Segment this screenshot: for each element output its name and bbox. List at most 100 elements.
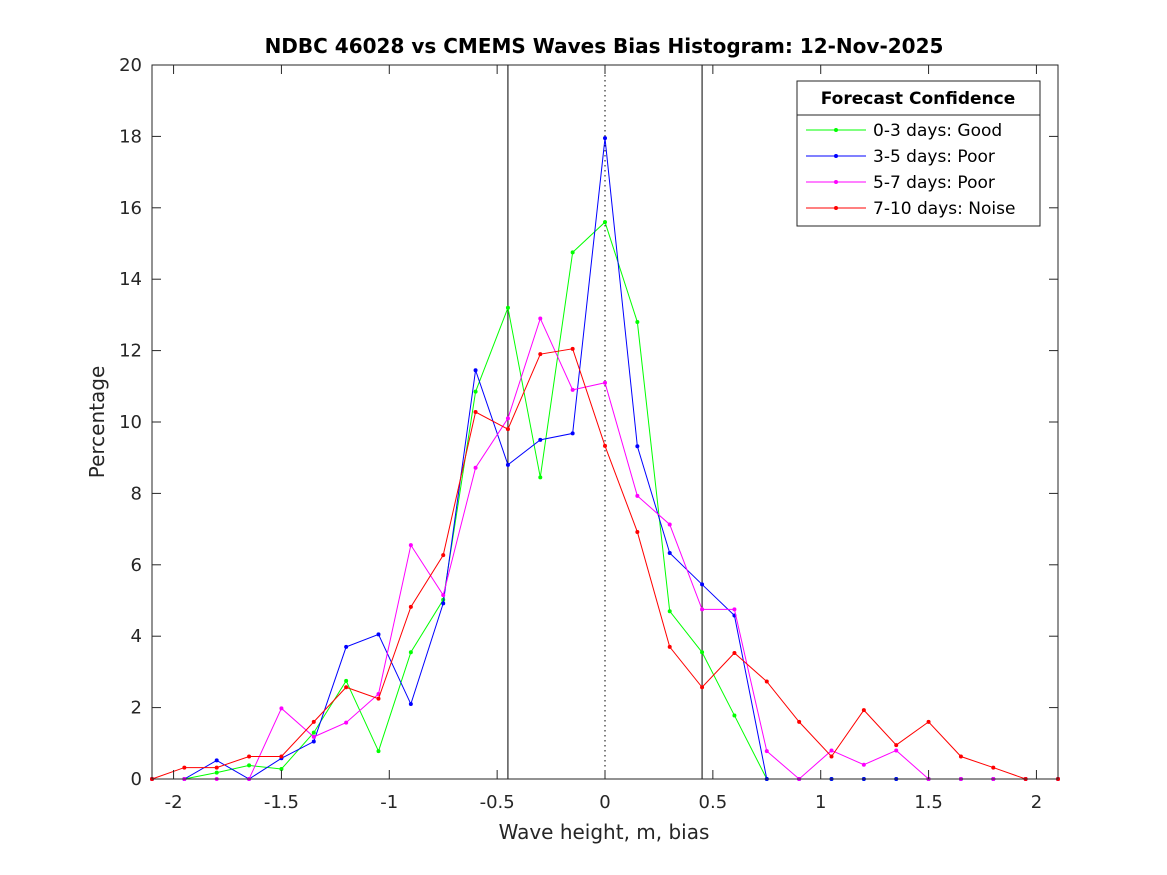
- legend-label: 3-5 days: Poor: [873, 147, 995, 167]
- data-point: [247, 763, 252, 768]
- legend: Forecast Confidence 0-3 days: Good 3-5 da…: [796, 80, 1041, 227]
- data-point: [505, 462, 510, 467]
- data-point: [441, 593, 446, 598]
- data-point: [441, 601, 446, 606]
- legend-entries: 0-3 days: Good 3-5 days: Poor 5-7 days: Po…: [806, 121, 1015, 219]
- data-point: [732, 713, 737, 718]
- data-point: [376, 632, 381, 637]
- y-tick-label: 12: [119, 341, 142, 362]
- data-point: [894, 748, 899, 753]
- y-tick-label: 2: [131, 698, 142, 719]
- data-point: [603, 443, 607, 448]
- data-point: [635, 529, 640, 534]
- y-tick-label: 0: [131, 769, 142, 790]
- y-tick-label: 20: [119, 55, 142, 76]
- x-tick-label: -1: [380, 792, 398, 813]
- data-point: [214, 770, 219, 775]
- data-point: [473, 368, 478, 373]
- data-point: [376, 749, 381, 754]
- data-point: [797, 719, 802, 724]
- data-point: [700, 685, 705, 690]
- x-tick-label: 1: [815, 792, 826, 813]
- legend-entry-0: 0-3 days: Good: [806, 121, 1002, 141]
- data-point: [505, 305, 510, 310]
- data-point: [732, 607, 737, 612]
- data-point: [861, 762, 866, 767]
- data-point: [214, 765, 219, 770]
- x-tick-label: -0.5: [480, 792, 515, 813]
- data-point: [732, 650, 737, 655]
- data-point: [570, 250, 575, 255]
- x-tick-label: 0: [599, 792, 610, 813]
- data-point: [441, 553, 446, 558]
- legend-entry-3: 7-10 days: Noise: [806, 199, 1015, 219]
- y-tick-label: 16: [119, 198, 142, 219]
- data-point: [344, 685, 349, 690]
- data-point: [667, 609, 672, 614]
- y-tick-label: 8: [131, 483, 142, 504]
- data-point: [344, 644, 349, 649]
- data-point: [926, 719, 931, 724]
- data-point: [473, 465, 478, 470]
- legend-label: 5-7 days: Poor: [873, 173, 995, 193]
- data-point: [311, 734, 316, 739]
- y-axis-label: Percentage: [85, 366, 109, 479]
- y-tick-label: 18: [119, 126, 142, 147]
- axis-ticks: [152, 64, 1058, 780]
- x-tick-label: 2: [1031, 792, 1042, 813]
- data-point: [635, 493, 640, 498]
- legend-title: Forecast Confidence: [821, 89, 1016, 109]
- data-point: [538, 475, 543, 480]
- data-point: [311, 739, 316, 744]
- series-3: [150, 346, 1060, 781]
- x-tick-label: -2: [165, 792, 183, 813]
- data-point: [829, 754, 834, 759]
- y-tick-label: 14: [119, 269, 142, 290]
- data-point: [958, 754, 963, 759]
- data-point: [603, 136, 607, 141]
- data-point: [764, 679, 769, 684]
- y-tick-label: 10: [119, 412, 142, 433]
- data-point: [570, 346, 575, 351]
- data-point: [700, 582, 705, 587]
- data-point: [667, 644, 672, 649]
- data-point: [538, 352, 543, 357]
- y-tick-label: 6: [131, 555, 142, 576]
- data-point: [279, 754, 284, 759]
- data-point: [538, 437, 543, 442]
- data-point: [505, 427, 510, 432]
- data-point: [376, 696, 381, 701]
- data-point: [408, 604, 413, 609]
- data-point: [182, 765, 187, 770]
- legend-entry-2: 5-7 days: Poor: [806, 173, 995, 193]
- data-point: [311, 730, 316, 735]
- data-point: [408, 650, 413, 655]
- data-point: [344, 720, 349, 725]
- legend-swatch-marker: [834, 206, 838, 210]
- data-point: [764, 749, 769, 754]
- legend-label: 7-10 days: Noise: [873, 199, 1015, 219]
- data-point: [603, 380, 607, 385]
- chart-title: NDBC 46028 vs CMEMS Waves Bias Histogram…: [265, 34, 944, 58]
- data-point: [279, 767, 284, 772]
- data-point: [700, 607, 705, 612]
- legend-box: [796, 80, 1041, 227]
- data-point: [538, 316, 543, 321]
- x-tick-label: -1.5: [264, 792, 299, 813]
- x-tick-label: 1.5: [914, 792, 943, 813]
- legend-entry-1: 3-5 days: Poor: [806, 147, 995, 167]
- data-point: [700, 650, 705, 655]
- x-tick-labels: -2 -1.5 -1 -0.5 0 0.5 1 1.5 2: [165, 792, 1043, 813]
- legend-label: 0-3 days: Good: [873, 121, 1002, 141]
- data-point: [311, 719, 316, 724]
- data-point: [894, 743, 899, 748]
- data-point: [635, 320, 640, 325]
- data-point: [473, 389, 478, 394]
- y-tick-label: 4: [131, 626, 142, 647]
- data-point: [667, 551, 672, 556]
- data-point: [991, 765, 996, 770]
- data-point: [279, 706, 284, 711]
- data-point: [667, 522, 672, 527]
- data-point: [344, 678, 349, 683]
